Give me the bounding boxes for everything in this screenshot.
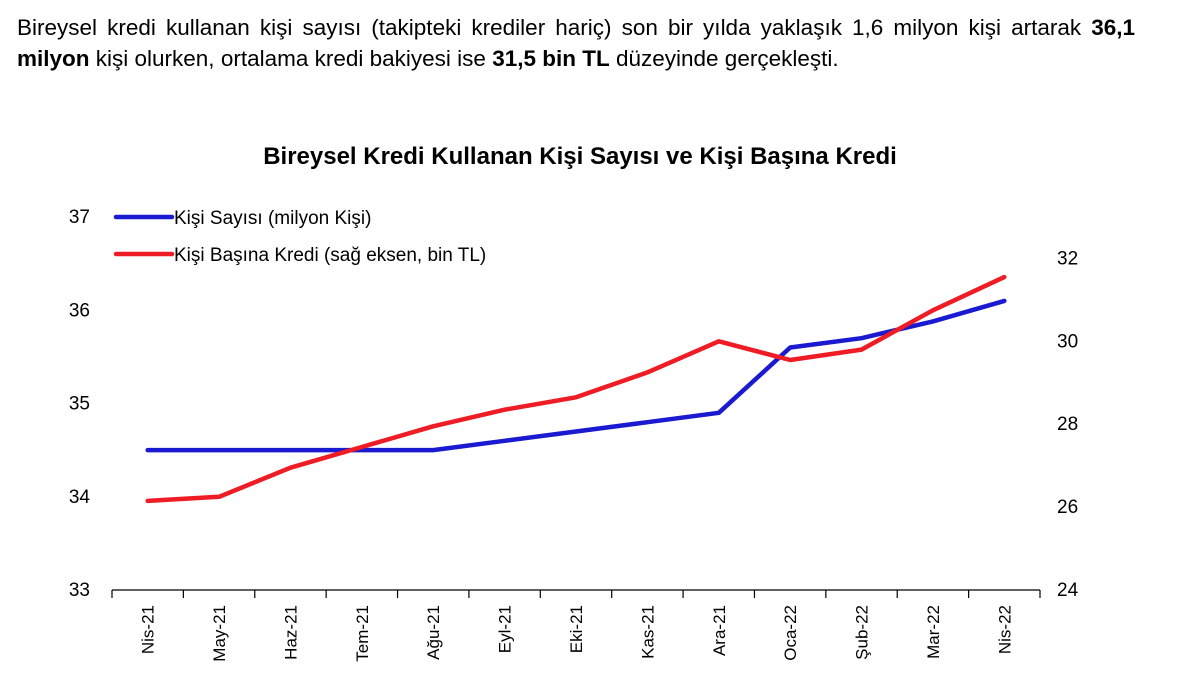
intro-text-3: düzeyinde gerçekleşti. xyxy=(609,46,839,71)
y-left-tick-label: 35 xyxy=(69,394,90,415)
intro-highlight-people: 36,1 milyon xyxy=(17,15,1135,71)
x-tick-label: Kas-21 xyxy=(638,605,657,659)
intro-text-1: Bireysel kredi kullanan kişi sayısı (tak… xyxy=(17,15,1092,40)
x-tick-label: Mar-22 xyxy=(924,605,943,659)
x-tick-label: Oca-22 xyxy=(781,605,800,661)
y-right-tick-label: 26 xyxy=(1057,497,1078,518)
y-right-tick-label: 30 xyxy=(1057,331,1078,352)
x-tick-label: Eki-21 xyxy=(567,605,586,653)
intro-paragraph: Bireysel kredi kullanan kişi sayısı (tak… xyxy=(17,12,1135,74)
x-tick-label: Şub-22 xyxy=(853,605,872,660)
series-line-kisi-sayisi xyxy=(145,298,1007,453)
x-tick-label: May-21 xyxy=(210,605,229,662)
y-right-tick-label: 24 xyxy=(1057,580,1079,601)
y-right-tick-label: 32 xyxy=(1057,248,1078,269)
intro-highlight-credit: 31,5 bin TL xyxy=(492,46,610,71)
series-line-kisi-basina-kredi xyxy=(145,274,1007,504)
y-right-tick-label: 28 xyxy=(1057,414,1078,435)
chart-title: Bireysel Kredi Kullanan Kişi Sayısı ve K… xyxy=(263,143,897,170)
x-tick-label: Nis-22 xyxy=(995,605,1014,654)
x-tick-label: Ağu-21 xyxy=(424,605,443,660)
y-left-tick-label: 33 xyxy=(69,580,90,601)
x-tick-label: Nis-21 xyxy=(139,605,158,654)
x-tick-label: Eyl-21 xyxy=(496,605,515,653)
x-tick-label: Tem-21 xyxy=(353,605,372,662)
y-left-tick-label: 36 xyxy=(69,300,90,321)
y-left-tick-label: 34 xyxy=(69,487,91,508)
legend-label: Kişi Başına Kredi (sağ eksen, bin TL) xyxy=(174,245,486,266)
x-tick-label: Haz-21 xyxy=(281,605,300,660)
intro-text-2: kişi olurken, ortalama kredi bakiyesi is… xyxy=(89,46,493,71)
x-tick-label: Ara-21 xyxy=(710,605,729,656)
y-left-tick-label: 37 xyxy=(69,207,90,228)
legend-label: Kişi Sayısı (milyon Kişi) xyxy=(174,208,371,229)
